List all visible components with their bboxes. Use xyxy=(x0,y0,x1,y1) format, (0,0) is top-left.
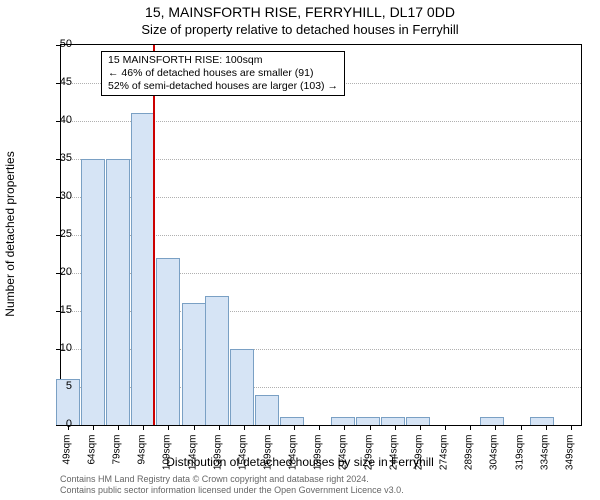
chart-title-line1: 15, MAINSFORTH RISE, FERRYHILL, DL17 0DD xyxy=(0,4,600,20)
chart-container: 15, MAINSFORTH RISE, FERRYHILL, DL17 0DD… xyxy=(0,0,600,500)
xtick-label: 49sqm xyxy=(61,435,72,483)
ytick-label: 40 xyxy=(32,114,72,126)
ytick-label: 25 xyxy=(32,228,72,240)
annotation-line2: ← 46% of detached houses are smaller (91… xyxy=(108,67,338,80)
xtick-label: 139sqm xyxy=(212,435,223,483)
annotation-line3: 52% of semi-detached houses are larger (… xyxy=(108,80,338,93)
histogram-bar xyxy=(131,113,155,425)
footer-line2: Contains public sector information licen… xyxy=(60,485,404,496)
ytick-label: 10 xyxy=(32,342,72,354)
xtick-mark xyxy=(470,425,471,430)
xtick-mark xyxy=(571,425,572,430)
ytick-label: 30 xyxy=(32,190,72,202)
xtick-label: 349sqm xyxy=(564,435,575,483)
ytick-label: 5 xyxy=(32,380,72,392)
xtick-mark xyxy=(395,425,396,430)
xtick-mark xyxy=(244,425,245,430)
xtick-label: 199sqm xyxy=(313,435,324,483)
xtick-label: 334sqm xyxy=(539,435,550,483)
xtick-mark xyxy=(194,425,195,430)
xtick-label: 319sqm xyxy=(514,435,525,483)
histogram-bar xyxy=(530,417,554,425)
xtick-mark xyxy=(420,425,421,430)
ytick-label: 45 xyxy=(32,76,72,88)
histogram-bar xyxy=(205,296,229,425)
xtick-label: 274sqm xyxy=(439,435,450,483)
xtick-mark xyxy=(93,425,94,430)
histogram-bar xyxy=(255,395,279,425)
xtick-label: 124sqm xyxy=(187,435,198,483)
xtick-mark xyxy=(445,425,446,430)
histogram-bar xyxy=(406,417,430,425)
xtick-label: 304sqm xyxy=(489,435,500,483)
histogram-bar xyxy=(331,417,355,425)
xtick-mark xyxy=(219,425,220,430)
reference-line xyxy=(153,45,155,425)
histogram-bar xyxy=(280,417,304,425)
ytick-label: 20 xyxy=(32,266,72,278)
annotation-line1: 15 MAINSFORTH RISE: 100sqm xyxy=(108,54,338,67)
xtick-mark xyxy=(495,425,496,430)
xtick-mark xyxy=(344,425,345,430)
xtick-label: 289sqm xyxy=(464,435,475,483)
ytick-label: 15 xyxy=(32,304,72,316)
plot-area: 15 MAINSFORTH RISE: 100sqm ← 46% of deta… xyxy=(60,44,582,426)
ytick-label: 0 xyxy=(32,418,72,430)
xtick-mark xyxy=(269,425,270,430)
histogram-bar xyxy=(182,303,206,425)
histogram-bar xyxy=(81,159,105,425)
xtick-label: 259sqm xyxy=(413,435,424,483)
xtick-label: 244sqm xyxy=(388,435,399,483)
xtick-label: 184sqm xyxy=(288,435,299,483)
histogram-bar xyxy=(480,417,504,425)
ytick-label: 35 xyxy=(32,152,72,164)
xtick-mark xyxy=(370,425,371,430)
xtick-label: 109sqm xyxy=(162,435,173,483)
histogram-bar xyxy=(381,417,405,425)
xtick-mark xyxy=(168,425,169,430)
histogram-bar xyxy=(356,417,380,425)
xtick-mark xyxy=(294,425,295,430)
xtick-mark xyxy=(521,425,522,430)
xtick-label: 229sqm xyxy=(363,435,374,483)
xtick-label: 79sqm xyxy=(112,435,123,483)
histogram-bar xyxy=(156,258,180,425)
annotation-box: 15 MAINSFORTH RISE: 100sqm ← 46% of deta… xyxy=(101,51,345,96)
xtick-label: 169sqm xyxy=(263,435,274,483)
chart-title-line2: Size of property relative to detached ho… xyxy=(0,22,600,37)
histogram-bar xyxy=(106,159,130,425)
y-axis-label: Number of detached properties xyxy=(3,151,17,316)
xtick-label: 214sqm xyxy=(338,435,349,483)
xtick-mark xyxy=(319,425,320,430)
xtick-mark xyxy=(118,425,119,430)
xtick-label: 154sqm xyxy=(237,435,248,483)
xtick-label: 94sqm xyxy=(137,435,148,483)
xtick-mark xyxy=(546,425,547,430)
ytick-label: 50 xyxy=(32,38,72,50)
xtick-mark xyxy=(143,425,144,430)
histogram-bar xyxy=(230,349,254,425)
xtick-label: 64sqm xyxy=(86,435,97,483)
